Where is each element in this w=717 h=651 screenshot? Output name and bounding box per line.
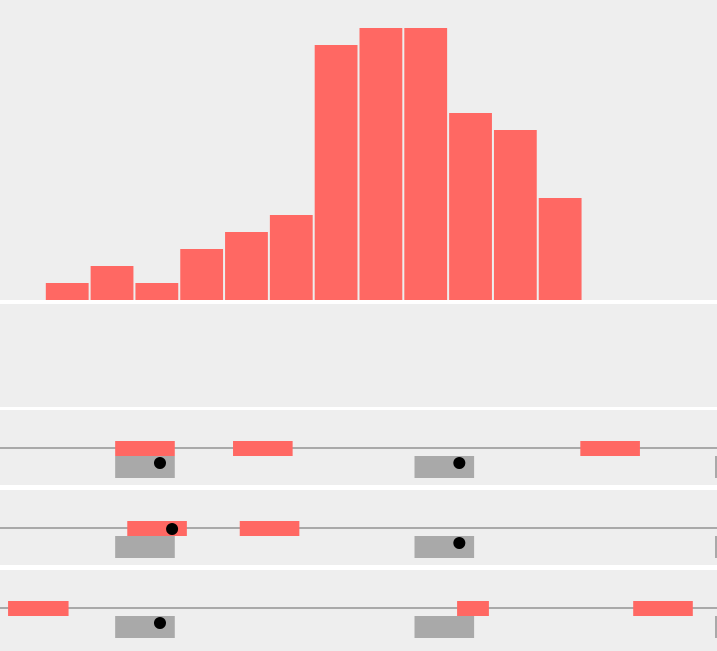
axis-baseline	[0, 300, 717, 304]
histogram-bars	[0, 28, 717, 304]
histogram-panel	[0, 0, 717, 300]
range-segment	[233, 441, 293, 456]
histogram-bar	[269, 215, 313, 300]
histogram-bar	[225, 232, 268, 300]
range-box	[115, 536, 175, 558]
range-segment	[115, 441, 175, 456]
range-row	[0, 601, 717, 638]
range-track-line	[0, 607, 717, 609]
histogram-bar	[449, 113, 492, 300]
range-segment	[8, 601, 69, 616]
range-dot	[453, 537, 466, 549]
histogram-bar	[314, 45, 358, 300]
range-dot	[153, 617, 166, 629]
range-box	[115, 616, 175, 638]
range-box-edge	[715, 536, 717, 558]
empty-panel	[0, 304, 717, 407]
histogram-bar	[359, 28, 403, 300]
range-dot	[453, 457, 466, 469]
histogram-bar	[90, 266, 134, 300]
range-rows	[0, 441, 717, 638]
histogram-bar	[135, 283, 179, 300]
range-box	[414, 616, 475, 638]
range-box	[414, 456, 475, 478]
range-dot	[166, 523, 179, 535]
histogram-bar	[180, 249, 224, 300]
range-segment	[457, 601, 489, 616]
range-segment	[633, 601, 693, 616]
range-dot	[153, 457, 166, 469]
histogram-bar	[404, 28, 448, 300]
histogram-bar	[45, 283, 89, 300]
range-segment	[580, 441, 640, 456]
range-box-edge	[715, 456, 717, 478]
range-segment	[239, 521, 300, 536]
range-panel-3	[0, 570, 717, 651]
range-track-line	[0, 447, 717, 449]
range-box	[414, 536, 475, 558]
range-box-edge	[715, 616, 717, 638]
range-track-line	[0, 527, 717, 529]
range-box	[115, 456, 175, 478]
histogram-bar	[538, 198, 582, 300]
histogram-bar	[493, 130, 537, 300]
